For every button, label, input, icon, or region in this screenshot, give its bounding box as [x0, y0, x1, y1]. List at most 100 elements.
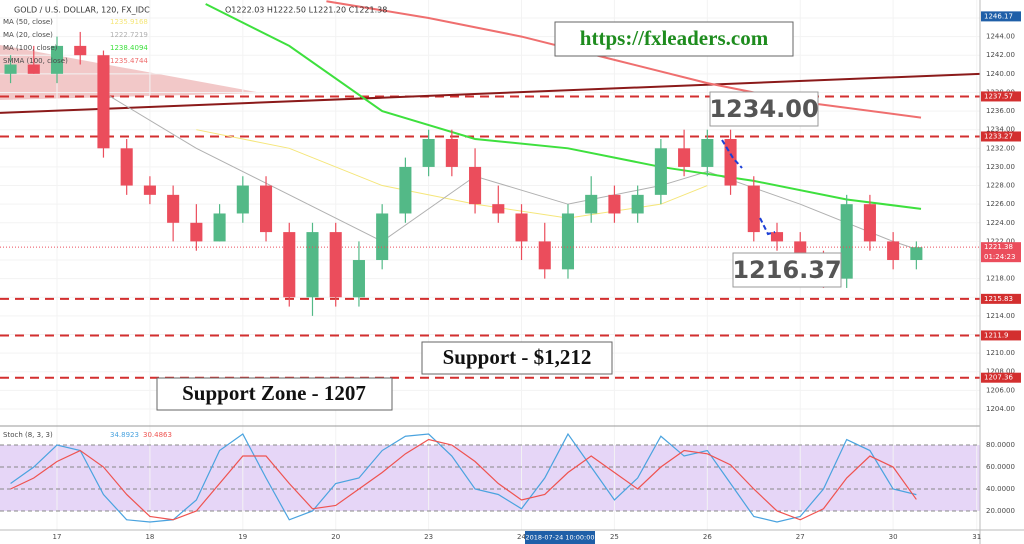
stoch-name: Stoch (8, 3, 3) [3, 431, 53, 439]
stoch-tick-label: 80.0000 [986, 441, 1015, 449]
annotation-box [709, 91, 819, 127]
stoch-tick-label: 60.0000 [986, 463, 1015, 471]
moving-average [205, 3, 922, 210]
y-tick-label: 1228.00 [986, 182, 1015, 190]
level-label: 1237.57 [984, 92, 1013, 100]
level-label: 1211.9 [984, 331, 1009, 339]
y-tick-label: 1214.00 [986, 312, 1015, 320]
level-label: 1207.36 [984, 374, 1013, 382]
candle-body [840, 204, 853, 279]
crosshair-date-tag [525, 531, 595, 544]
plot [0, 0, 981, 523]
arrow [759, 217, 776, 236]
candle-body [701, 138, 714, 167]
y-tick-label: 1226.00 [986, 200, 1015, 208]
annotations: https://fxleaders.com 1234.00 1216.37 Su… [156, 21, 842, 411]
candle-body [678, 148, 691, 167]
x-tick-label: 17 [53, 533, 62, 541]
legend-label: MA (50, close) [3, 18, 53, 26]
annotation-support-zone: Support Zone - 1207 [182, 381, 366, 405]
annotation-box [156, 377, 393, 411]
y-tick-label: 1244.00 [986, 33, 1015, 41]
candle-body [143, 185, 156, 195]
candle-body [306, 232, 319, 298]
x-tick-label: 18 [145, 533, 154, 541]
stoch-tick-label: 40.0000 [986, 485, 1015, 493]
candle-body [770, 232, 784, 242]
watermark-url: https://fxleaders.com [580, 26, 769, 50]
candle-body [4, 64, 17, 74]
stoch-value: 34.8923 [110, 431, 139, 439]
x-tick-label: 30 [889, 533, 898, 541]
candle-body [422, 138, 435, 167]
candle-body [190, 222, 203, 242]
candle-body [910, 247, 923, 261]
last-price-label: 1221.38 [984, 243, 1013, 251]
candle-body [97, 55, 110, 149]
y-tick-label: 1236.00 [986, 107, 1015, 115]
y-tick-label: 1224.00 [986, 219, 1015, 227]
legend-value: 1222.7219 [110, 31, 148, 39]
level-tag [981, 91, 1021, 102]
candle-body [585, 194, 598, 214]
x-tick-label: 25 [610, 533, 619, 541]
y-tick-label: 1222.00 [986, 237, 1015, 245]
x-tick-label: 31 [972, 533, 981, 541]
candle-body [376, 213, 389, 261]
last-price-tag [981, 242, 1021, 263]
stoch-line [10, 438, 917, 521]
candle-body [515, 213, 528, 242]
stoch-value: 30.4863 [143, 431, 172, 439]
level-label: 1233.27 [984, 132, 1013, 140]
annotation-high: 1234.00 [709, 95, 818, 123]
candle-body [724, 138, 737, 186]
candle-body [492, 204, 505, 214]
y-tick-label: 1234.00 [986, 126, 1015, 134]
legend-value: 1235.4744 [110, 57, 148, 65]
symbol-title: GOLD / U.S. DOLLAR, 120, FX_IDC [14, 6, 150, 15]
candle-body [329, 232, 342, 298]
y-tick-label: 1230.00 [986, 163, 1015, 171]
annotation-low: 1216.37 [732, 256, 841, 284]
level-tag [981, 131, 1021, 142]
y-tick-label: 1204.00 [986, 405, 1015, 413]
candle-body [887, 241, 900, 261]
y-tick-label: 1210.00 [986, 349, 1015, 357]
level-tag [981, 293, 1021, 304]
crosshair-date: 2018-07-24 10:00:00 [525, 534, 594, 542]
annotation-support: Support - $1,212 [443, 345, 592, 369]
y-tick-label: 1232.00 [986, 144, 1015, 152]
x-tick-label: 23 [424, 533, 433, 541]
candle-body [561, 213, 575, 270]
legend-label: MA (20, close) [3, 31, 53, 39]
ohlc: O1222.03 H1222.50 L1221.20 C1221.38 [225, 6, 387, 15]
candle-body [259, 185, 273, 233]
candle-body [654, 148, 667, 195]
candle-body [50, 45, 64, 74]
candle-body [213, 213, 226, 242]
candle-body [747, 185, 760, 233]
candle-body [399, 166, 412, 214]
y-tick-label: 1208.00 [986, 368, 1015, 376]
candle-body [469, 166, 482, 205]
top-price-label: 1246.17 [984, 12, 1013, 20]
trendline [0, 72, 981, 114]
candle-body [863, 204, 876, 242]
countdown: 01:24:23 [984, 253, 1015, 261]
top-price-tag [981, 11, 1021, 22]
y-tick-label: 1240.00 [986, 70, 1015, 78]
x-tick-label: 20 [331, 533, 340, 541]
level-tag [981, 372, 1021, 383]
legend-value: 1235.9168 [110, 18, 148, 26]
candle-body [74, 45, 87, 56]
annotation-box [554, 21, 794, 57]
legend-label: SMMA (100, close) [3, 57, 68, 65]
annotation-box [732, 252, 842, 288]
candle-body [631, 194, 644, 214]
candle-body [236, 185, 249, 214]
candle-body [352, 260, 365, 298]
candle-body [120, 148, 133, 186]
candle-body [167, 194, 180, 223]
candle-body [283, 232, 296, 298]
